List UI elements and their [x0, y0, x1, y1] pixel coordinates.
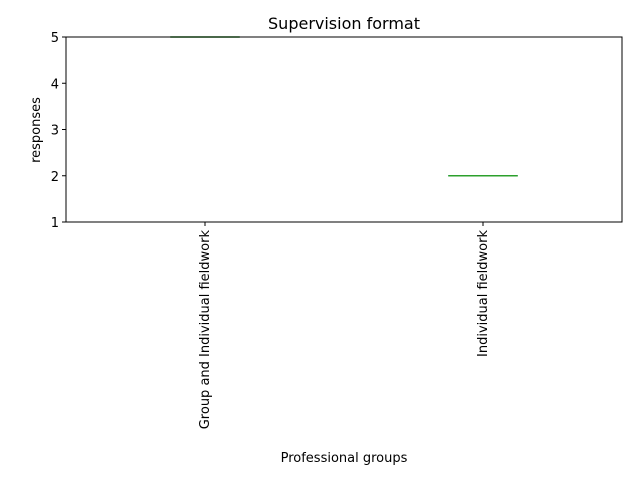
y-axis-ticks: 1 2 3 4 5: [51, 31, 66, 231]
x-tick-label: Group and Individual fieldwork: [198, 230, 213, 430]
y-tick-label: 1: [51, 216, 59, 231]
x-axis-ticks: Group and Individual fieldwork Individual…: [198, 222, 491, 429]
y-axis-label: responses: [29, 97, 44, 163]
y-tick-label: 5: [51, 31, 59, 46]
x-axis-label: Professional groups: [281, 451, 408, 466]
plot-frame: [65, 36, 623, 223]
y-tick-label: 3: [51, 124, 59, 139]
y-tick-label: 4: [51, 77, 59, 92]
x-tick-label: Individual fieldwork: [476, 230, 491, 357]
box-marks: [170, 36, 518, 177]
chart-title: Supervision format: [268, 14, 420, 33]
y-tick-label: 2: [51, 170, 59, 185]
